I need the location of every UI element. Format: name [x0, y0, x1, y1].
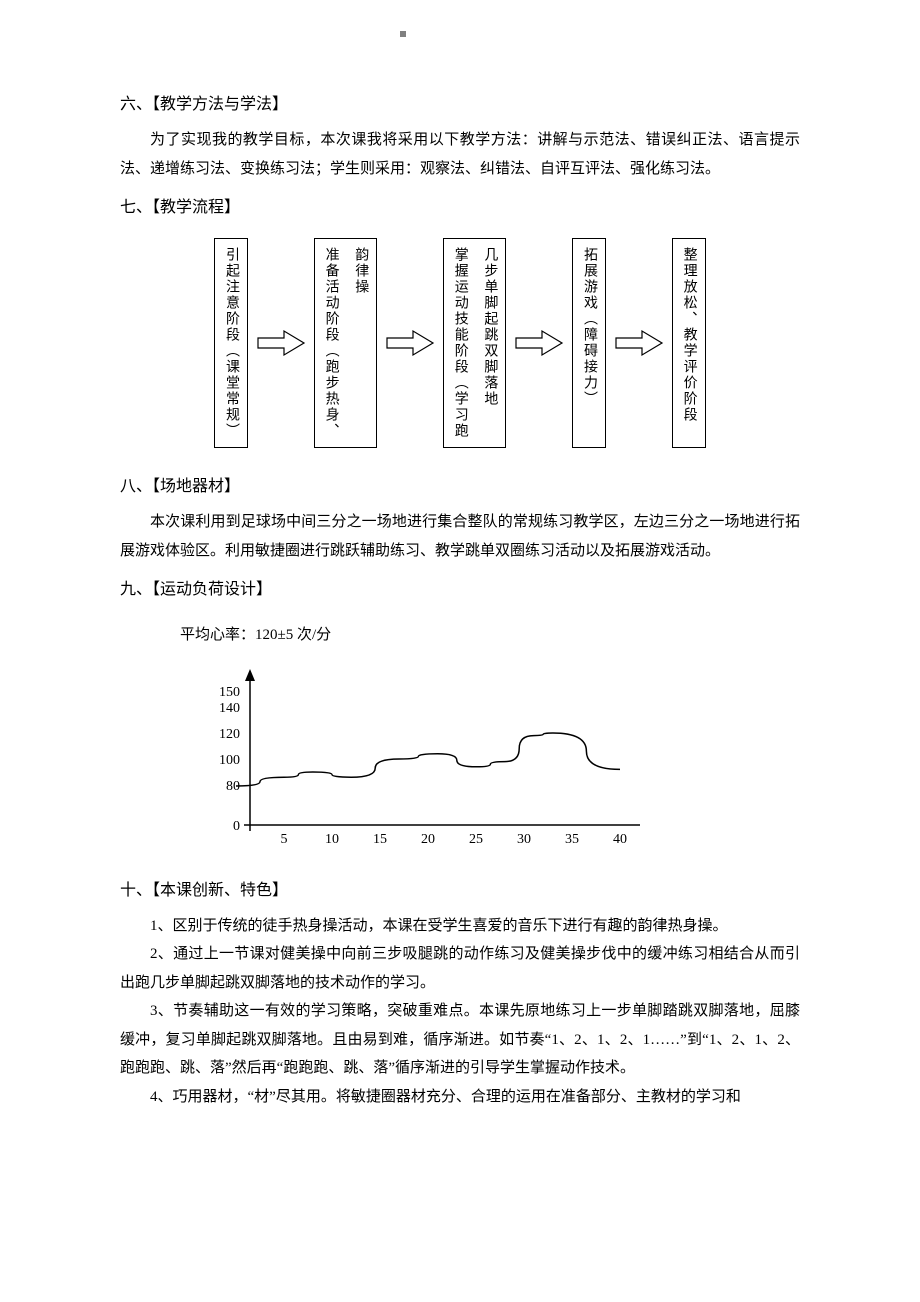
svg-text:20: 20 [421, 832, 435, 847]
svg-text:150: 150 [219, 685, 240, 700]
svg-text:120: 120 [219, 727, 240, 742]
section-6-title: 六、【教学方法与学法】 [120, 90, 800, 120]
flow-box-text: 几步单脚起跳双脚落地 [480, 247, 500, 439]
section-10-title: 十、【本课创新、特色】 [120, 876, 800, 906]
section-9-title: 九、【运动负荷设计】 [120, 575, 800, 605]
flow-box-1: 引起注意阶段（课堂常规） [214, 238, 248, 448]
section-6-body: 为了实现我的教学目标，本次课我将采用以下教学方法：讲解与示范法、错误纠正法、语言… [120, 126, 800, 183]
teaching-flow-diagram: 引起注意阶段（课堂常规） 准备活动阶段（跑步热身、韵律操 掌握运动技能阶段（学习跑几… [120, 238, 800, 448]
svg-text:0: 0 [233, 819, 240, 834]
flow-box-text: 拓展游戏（障碍接力） [579, 247, 599, 439]
section-10-p1: 1、区别于传统的徒手热身操活动，本课在受学生喜爱的音乐下进行有趣的韵律热身操。 [120, 912, 800, 941]
flow-box-2: 准备活动阶段（跑步热身、韵律操 [314, 238, 377, 448]
section-8-title: 八、【场地器材】 [120, 472, 800, 502]
svg-text:35: 35 [565, 832, 579, 847]
svg-text:5: 5 [281, 832, 288, 847]
flow-arrow-icon [514, 238, 564, 448]
svg-text:140: 140 [219, 701, 240, 716]
section-8-body: 本次课利用到足球场中间三分之一场地进行集合整队的常规练习教学区，左边三分之一场地… [120, 508, 800, 565]
flow-box-text: 准备活动阶段（跑步热身、 [321, 247, 341, 439]
flow-box-4: 拓展游戏（障碍接力） [572, 238, 606, 448]
svg-text:40: 40 [613, 832, 627, 847]
flow-box-text: 引起注意阶段（课堂常规） [221, 247, 241, 439]
flow-arrow-icon [256, 238, 306, 448]
flow-box-3: 掌握运动技能阶段（学习跑几步单脚起跳双脚落地 [443, 238, 506, 448]
flow-box-text: 整理放松、教学评价阶段 [679, 247, 699, 439]
section-7-title: 七、【教学流程】 [120, 193, 800, 223]
flow-box-5: 整理放松、教学评价阶段 [672, 238, 706, 448]
flow-arrow-icon [385, 238, 435, 448]
svg-text:100: 100 [219, 753, 240, 768]
heart-rate-label: 平均心率：120±5 次/分 [180, 621, 800, 650]
heart-rate-chart: 080100120140150510152025303540时间（分） [180, 655, 800, 866]
svg-text:15: 15 [373, 832, 387, 847]
flow-arrow-icon [614, 238, 664, 448]
flow-box-text: 韵律操 [351, 247, 371, 439]
section-10-p3: 3、节奏辅助这一有效的学习策略，突破重难点。本课先原地练习上一步单脚踏跳双脚落地… [120, 997, 800, 1083]
section-10-p2: 2、通过上一节课对健美操中向前三步吸腿跳的动作练习及健美操步伐中的缓冲练习相结合… [120, 940, 800, 997]
svg-text:30: 30 [517, 832, 531, 847]
svg-text:25: 25 [469, 832, 483, 847]
svg-text:10: 10 [325, 832, 339, 847]
flow-box-text: 掌握运动技能阶段（学习跑 [450, 247, 470, 439]
section-10-p4: 4、巧用器材，“材”尽其用。将敏捷圈器材充分、合理的运用在准备部分、主教材的学习… [120, 1083, 800, 1112]
